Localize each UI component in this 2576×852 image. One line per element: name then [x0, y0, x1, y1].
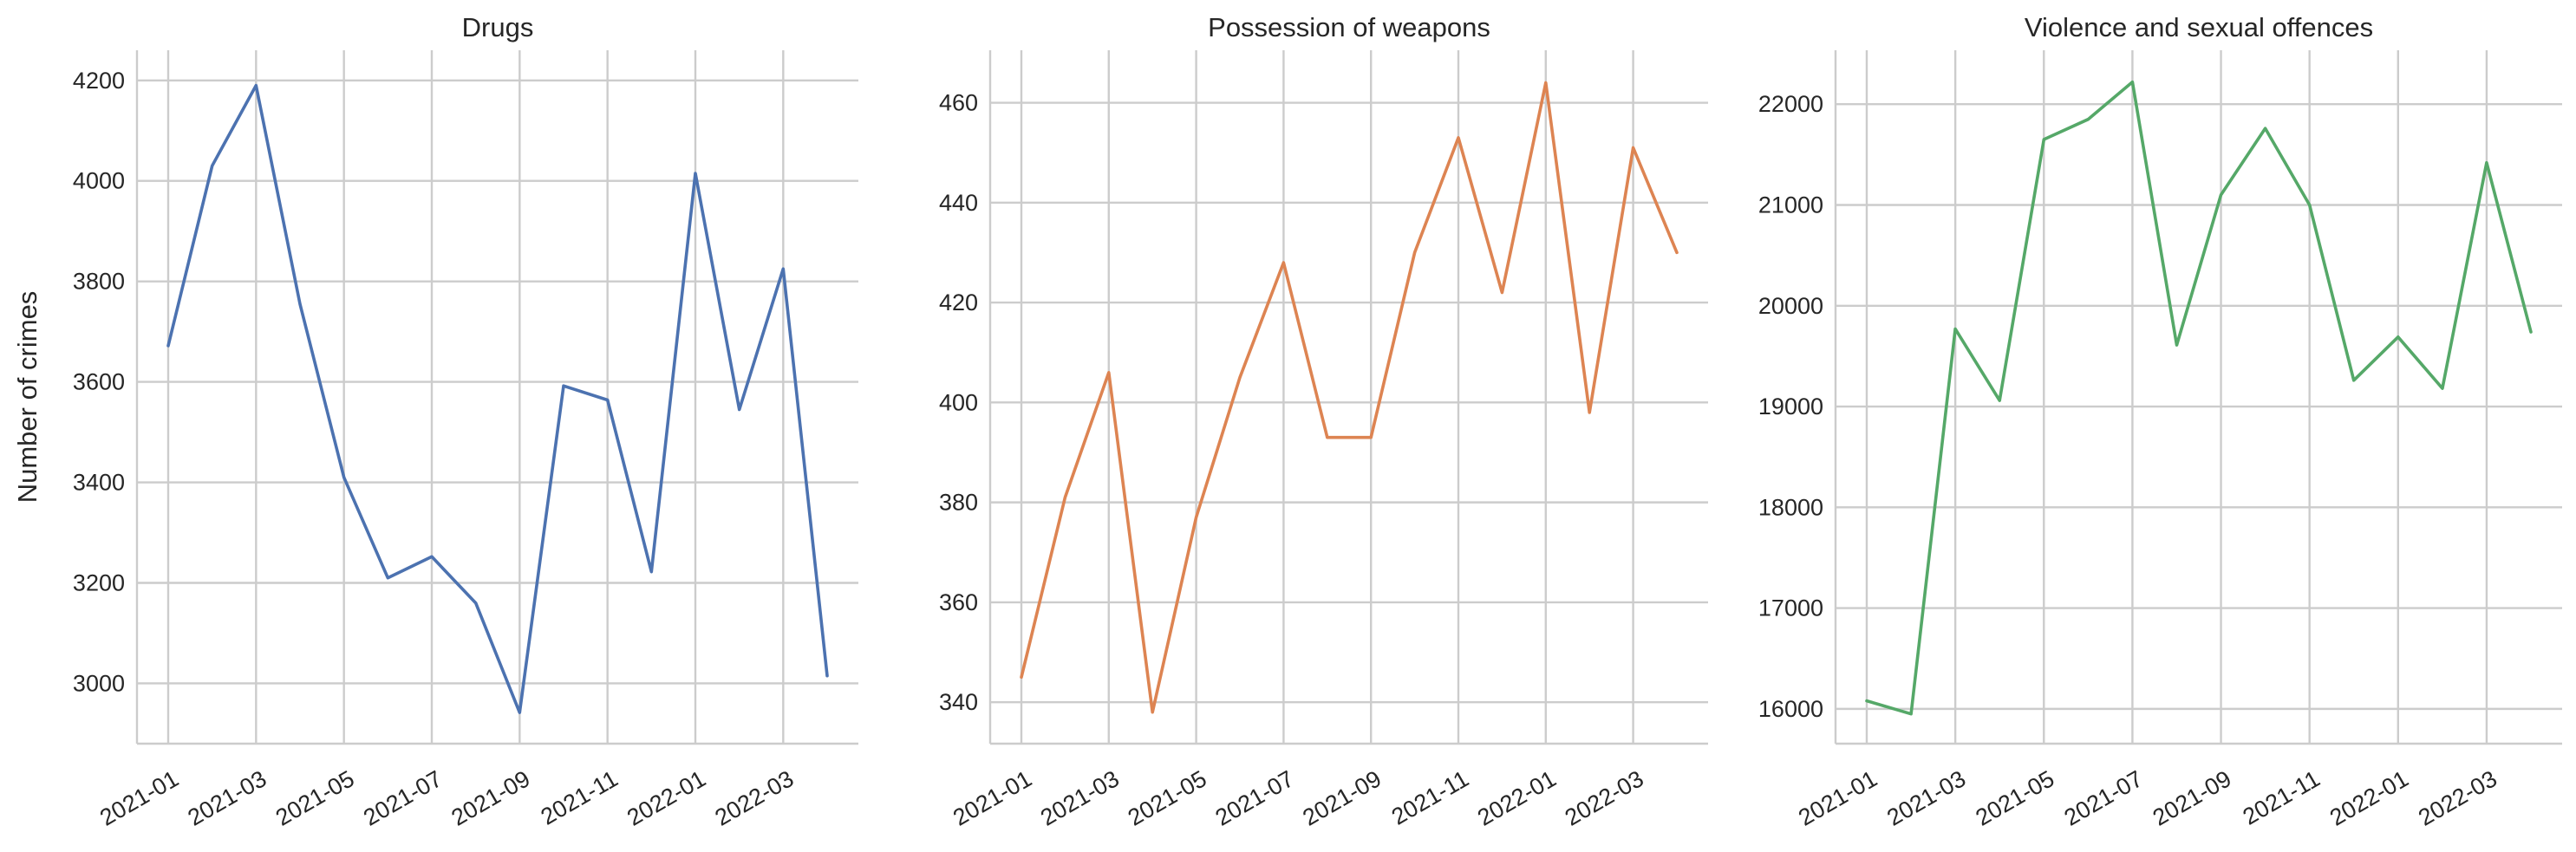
x-tick-label: 2022-01 [1473, 765, 1561, 831]
series-line-violence-and-sexual-offences [1865, 80, 2533, 716]
x-tick-label: 2021-01 [949, 765, 1036, 831]
x-tick-label: 2021-05 [271, 765, 359, 831]
y-tick-label: 17000 [1758, 595, 1823, 621]
y-tick-label: 400 [939, 389, 978, 415]
x-tick-label: 2021-03 [184, 765, 271, 831]
x-tick-label: 2021-05 [1124, 765, 1211, 831]
x-tick-label: 2021-01 [95, 765, 183, 831]
y-tick-label: 22000 [1758, 91, 1823, 117]
y-tick-label: 19000 [1758, 393, 1823, 419]
chart-title: Violence and sexual offences [2025, 12, 2373, 42]
series-line-drugs [166, 83, 829, 714]
y-tick-label: 21000 [1758, 192, 1823, 218]
chart-title: Possession of weapons [1208, 12, 1490, 42]
x-tick-label: 2022-01 [2325, 765, 2413, 831]
chart-title: Drugs [462, 12, 534, 42]
y-tick-label: 4000 [73, 168, 125, 194]
x-tick-label: 2021-09 [447, 765, 535, 831]
panel-violence-and-sexual-offences: 16000 17000 18000 19000 20000 21000 22000 2021-… [1758, 12, 2562, 831]
y-tick-label: 20000 [1758, 293, 1823, 319]
series-line-possession-of-weapons [1020, 81, 1679, 714]
y-tick-label: 420 [939, 289, 978, 315]
x-tick-label: 2021-05 [1971, 765, 2058, 831]
x-tick-label: 2021-09 [2149, 765, 2236, 831]
y-tick-label: 360 [939, 589, 978, 615]
x-tick-label: 2021-07 [359, 765, 447, 831]
y-tick-label: 18000 [1758, 494, 1823, 520]
x-tick-label: 2021-01 [1794, 765, 1881, 831]
y-tick-label: 340 [939, 689, 978, 715]
y-tick-label: 4200 [73, 68, 125, 94]
x-tick-label: 2021-11 [1387, 765, 1473, 830]
x-tick-label: 2022-03 [1561, 765, 1648, 831]
x-tick-label: 2021-07 [2060, 765, 2148, 831]
x-tick-label: 2021-03 [1036, 765, 1124, 831]
x-tick-label: 2021-11 [537, 765, 623, 830]
y-tick-label: 3400 [73, 470, 125, 496]
x-tick-label: 2021-11 [2239, 765, 2325, 830]
y-tick-label: 460 [939, 90, 978, 116]
y-tick-label: 3200 [73, 569, 125, 595]
y-tick-label: 16000 [1758, 696, 1823, 722]
y-tick-label: 3000 [73, 670, 125, 696]
y-axis-label: Number of crimes [12, 291, 42, 504]
x-tick-label: 2022-03 [2414, 765, 2501, 831]
x-tick-label: 2021-09 [1298, 765, 1386, 831]
x-tick-label: 2022-01 [623, 765, 710, 831]
y-tick-label: 3600 [73, 369, 125, 395]
x-tick-label: 2021-07 [1211, 765, 1299, 831]
x-tick-label: 2021-03 [1882, 765, 1970, 831]
y-tick-label: 380 [939, 490, 978, 516]
y-tick-label: 440 [939, 190, 978, 216]
y-tick-label: 3800 [73, 269, 125, 295]
x-tick-label: 2022-03 [711, 765, 799, 831]
